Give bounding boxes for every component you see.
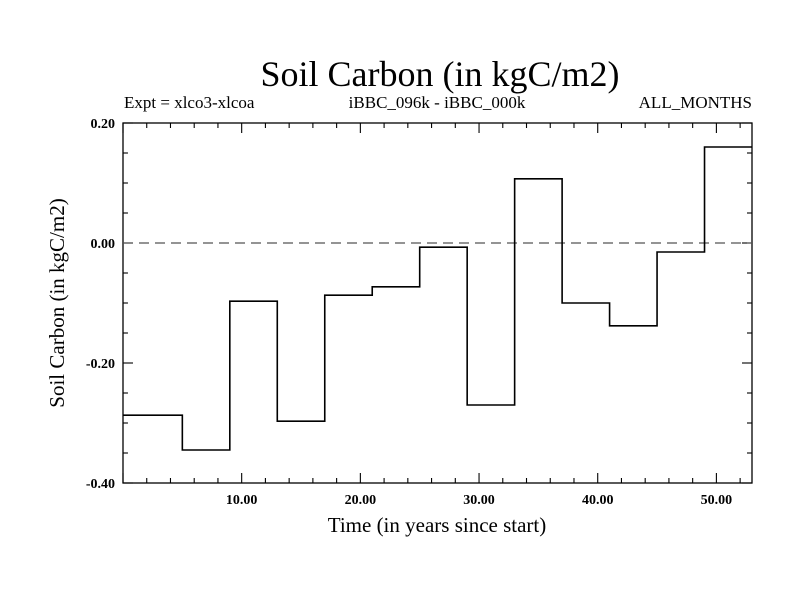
y-axis-label: Soil Carbon (in kgC/m2) xyxy=(45,198,69,407)
x-tick-label: 30.00 xyxy=(463,493,495,508)
subtitle-center: iBBC_096k - iBBC_000k xyxy=(349,93,526,112)
x-axis-label: Time (in years since start) xyxy=(328,513,547,537)
x-tick-labels: 10.00 20.00 30.00 40.00 50.00 xyxy=(226,493,732,508)
series-line xyxy=(123,146,752,451)
subtitle-right: ALL_MONTHS xyxy=(639,93,752,112)
x-tick-label: 40.00 xyxy=(582,493,614,508)
y-tick-label: 0.20 xyxy=(91,117,116,132)
x-tick-label: 20.00 xyxy=(345,493,377,508)
tick-marks xyxy=(122,122,752,484)
y-tick-label: 0.00 xyxy=(91,237,116,252)
y-tick-label: -0.40 xyxy=(86,477,115,492)
x-tick-label: 50.00 xyxy=(701,493,733,508)
y-tick-label: -0.20 xyxy=(86,357,115,372)
x-tick-label: 10.00 xyxy=(226,493,258,508)
y-tick-labels: 0.20 0.00 -0.20 -0.40 xyxy=(86,117,115,492)
chart-title: Soil Carbon (in kgC/m2) xyxy=(261,54,620,94)
subtitle-left: Expt = xlco3-xlcoa xyxy=(124,93,255,112)
